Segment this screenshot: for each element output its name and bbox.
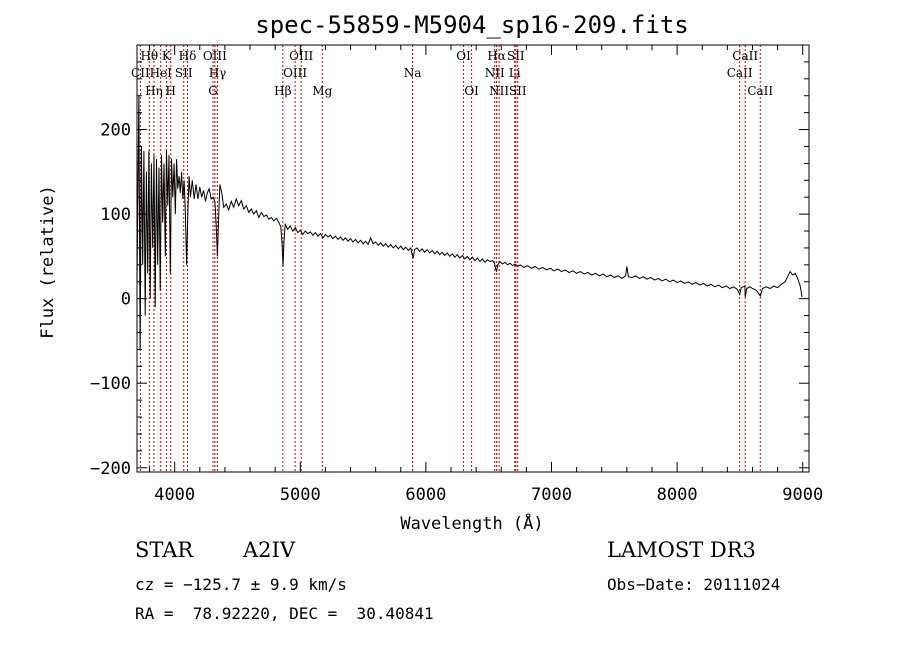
emission-line-label: NII	[489, 84, 509, 98]
emission-line-label: HeI	[150, 66, 173, 80]
x-tick-label: 6000	[405, 485, 446, 505]
emission-line-label: Hα	[487, 49, 506, 63]
y-tick-label: −200	[90, 459, 131, 479]
chart-title: spec-55859-M5904_sp16-209.fits	[255, 11, 688, 39]
emission-line-label: CaII	[747, 84, 773, 98]
y-tick-label: −100	[90, 374, 131, 394]
emission-line-label: Na	[404, 66, 422, 80]
emission-line-label: Hγ	[209, 66, 227, 80]
emission-line-label: Hδ	[179, 49, 197, 63]
x-axis-label: Wavelength (Å)	[400, 512, 543, 534]
emission-line-label: CII	[131, 66, 150, 80]
emission-line-label: Hβ	[274, 84, 291, 98]
emission-lines: CII Hθ Hη HeI K H SII Hδ G OIII Hγ Hβ OIII OIII Mg Na OI…	[131, 45, 773, 472]
emission-line-label: CaII	[732, 49, 758, 63]
x-tick-label: 8000	[657, 485, 698, 505]
emission-line-label: Hη	[145, 84, 163, 98]
x-tick-label: 4000	[154, 485, 195, 505]
y-tick-label: 0	[121, 290, 131, 310]
emission-line-label: CaII	[727, 66, 753, 80]
emission-line-label: OI	[464, 84, 479, 98]
emission-line-label: SII	[509, 84, 527, 98]
spectrum-series	[136, 95, 803, 350]
emission-line-label: OI	[456, 49, 471, 63]
plot-frame	[136, 44, 810, 473]
emission-line-label: OIII	[289, 49, 313, 63]
x-tick-label: 7000	[531, 485, 572, 505]
emission-line-label: SII	[175, 66, 193, 80]
y-axis-label: Flux (relative)	[38, 185, 58, 339]
emission-line-label: G	[208, 84, 218, 98]
y-tick-label: 200	[100, 121, 131, 141]
redshift-value: cz = −125.7 ± 9.9 km/s	[135, 575, 347, 594]
emission-line-label: Li	[509, 66, 521, 80]
axis-ticks: 4000 5000 6000 7000 8000 9000 −200 −100 0 100 200	[90, 45, 823, 505]
emission-line-label: Mg	[312, 84, 332, 98]
observation-date: Obs−Date: 20111024	[607, 575, 781, 594]
x-tick-label: 9000	[782, 485, 823, 505]
object-subclass: A2IV	[243, 538, 295, 562]
emission-line-label: Hθ	[140, 49, 158, 63]
emission-line-label: H	[166, 84, 176, 98]
sky-coordinates: RA = 78.92220, DEC = 30.40841	[135, 604, 434, 623]
emission-line-label: NII	[485, 66, 505, 80]
emission-line-label: OIII	[203, 49, 227, 63]
emission-line-label: K	[162, 49, 172, 63]
emission-line-label: OIII	[283, 66, 307, 80]
y-tick-label: 100	[100, 205, 131, 225]
survey-name: LAMOST DR3	[607, 538, 756, 562]
x-tick-label: 5000	[280, 485, 321, 505]
emission-line-label: SII	[507, 49, 525, 63]
object-class: STAR	[135, 538, 194, 562]
